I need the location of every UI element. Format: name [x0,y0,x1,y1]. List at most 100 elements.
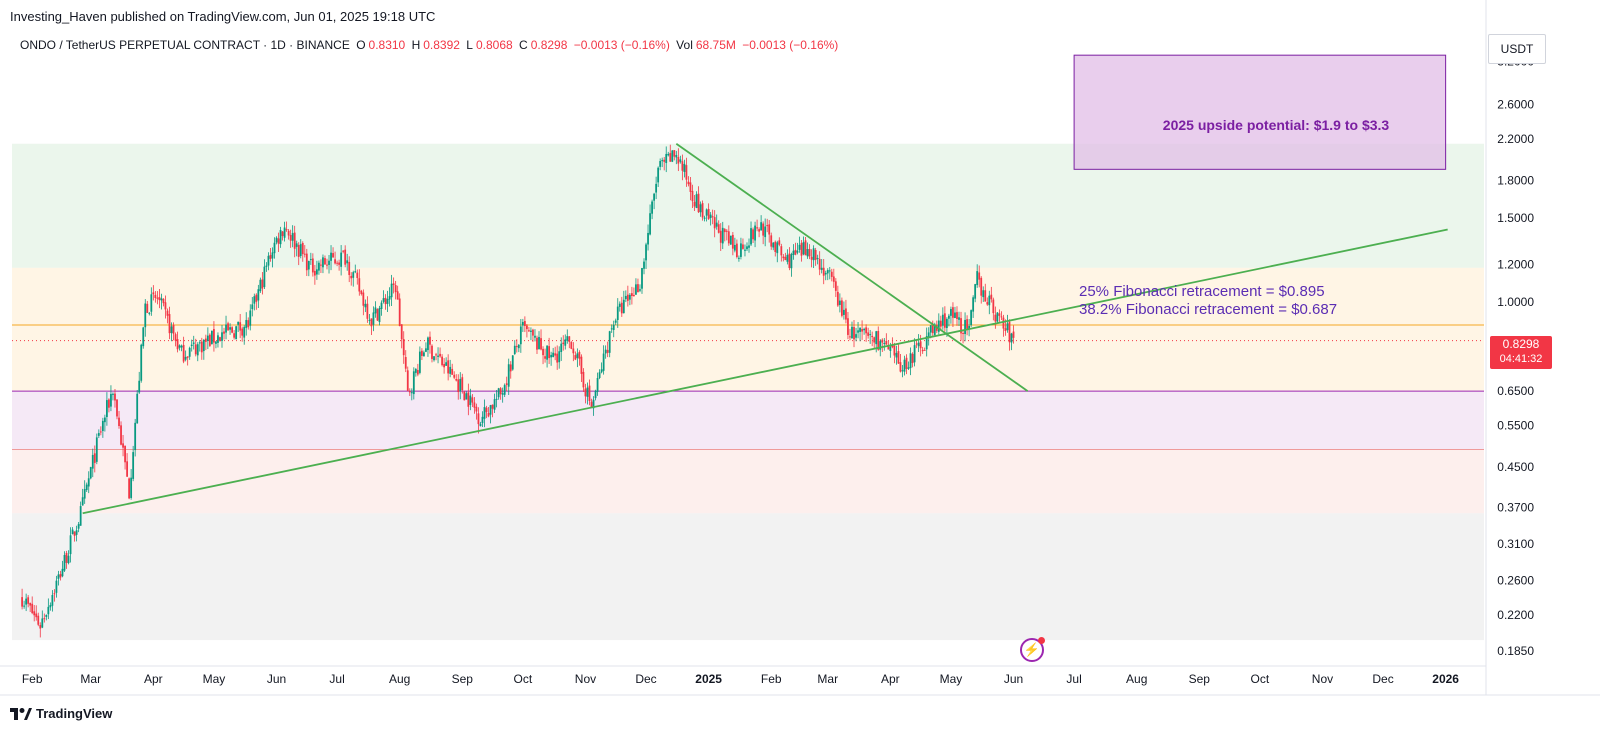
candle-65 [152,285,155,301]
candle-body [776,242,779,254]
candle-body [883,342,886,344]
candle-body [784,256,787,261]
candle-body [633,294,635,297]
candle-body [824,272,827,275]
trendline-1 [675,143,1029,392]
candle-1 [23,600,26,609]
candle-161 [346,253,349,271]
y-axis-ticks: 3.20002.60002.20001.80001.50001.20001.00… [1497,55,1534,658]
candle-10 [41,610,44,629]
candle-72 [166,308,169,324]
candle-body [344,249,347,265]
candle-223 [471,394,474,408]
candle-60 [142,326,145,349]
candle-178 [380,300,383,316]
candle-body [404,357,407,369]
candle-482 [994,306,997,329]
candle-331 [689,176,692,201]
candle-body [689,182,692,192]
candle-201 [427,336,429,357]
candle-384 [796,242,799,255]
candle-body [110,393,112,407]
candle-280 [586,382,589,405]
candle-415 [859,327,861,342]
candle-body [368,319,371,321]
candle-body [471,397,474,403]
candle-body [925,336,928,350]
candle-body [1000,316,1003,318]
candle-body [556,353,559,363]
candle-306 [639,284,641,293]
candle-body [47,606,50,615]
candle-body [560,343,563,352]
candle-body [97,433,100,436]
candle-251 [528,326,530,333]
candle-81 [184,350,187,362]
y-tick-label: 0.3700 [1497,501,1534,515]
candle-218 [461,373,464,394]
candle-body [651,201,653,214]
candle-73 [168,306,171,340]
candle-body [410,392,413,394]
candle-body [921,349,924,352]
candle-224 [473,397,476,414]
legend-symbol[interactable]: ONDO / TetherUS PERPETUAL CONTRACT · 1D … [20,38,350,52]
candle-body [461,377,464,391]
candle-body [49,605,52,608]
candle-115 [253,293,256,311]
candle-body [140,344,143,381]
x-tick-label: May [203,672,226,686]
y-tick-label: 1.2000 [1497,257,1534,271]
candle-body [671,150,674,162]
candle-434 [897,343,900,365]
candle-body [628,294,631,300]
candle-body [735,243,738,258]
candle-body [93,453,96,463]
candle-body [530,330,532,332]
candle-443 [915,339,918,349]
candle-440 [909,347,912,376]
candle-208 [441,354,443,367]
candle-body [166,310,169,316]
candle-264 [554,346,557,361]
candle-11 [43,613,46,623]
candle-186 [396,285,399,300]
candle-body [703,217,706,219]
candle-411 [851,321,853,339]
candle-49 [120,421,122,446]
candle-body [168,314,171,334]
candle-99 [221,324,223,348]
candle-450 [929,324,932,339]
lightning-icon[interactable]: ⚡ [1020,637,1045,662]
candle-body [976,271,979,286]
candle-243 [511,355,514,371]
x-tick-label: Oct [514,672,533,686]
candle-439 [907,361,910,370]
candle-105 [233,330,236,340]
candle-140 [303,245,306,258]
candle-433 [895,345,898,365]
candle-260 [546,345,548,368]
candle-473 [976,264,979,288]
candle-body [719,230,722,243]
candle-346 [719,223,722,251]
candle-98 [219,336,221,342]
currency-selector[interactable]: USDT [1488,34,1546,64]
candle-54 [130,469,133,500]
candle-body [416,369,419,375]
candle-241 [507,358,510,396]
candle-59 [140,343,143,383]
candle-body [667,153,670,156]
candle-422 [873,336,876,349]
candle-267 [560,337,563,361]
candle-body [891,344,894,348]
candle-101 [225,315,227,340]
candle-245 [515,339,518,353]
candle-body [85,484,88,491]
candle-body [429,336,431,345]
candle-28 [77,521,80,533]
candle-489 [1008,319,1011,351]
candle-405 [838,293,841,313]
candle-body [380,302,383,309]
